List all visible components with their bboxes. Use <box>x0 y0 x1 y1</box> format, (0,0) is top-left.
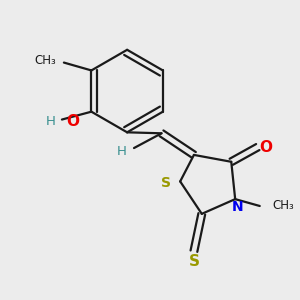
Text: O: O <box>259 140 272 154</box>
Text: H: H <box>116 146 126 158</box>
Text: S: S <box>161 176 171 190</box>
Text: CH₃: CH₃ <box>34 54 56 67</box>
Text: O: O <box>66 114 79 129</box>
Text: N: N <box>231 200 243 214</box>
Text: H: H <box>46 115 56 128</box>
Text: S: S <box>188 254 200 268</box>
Text: CH₃: CH₃ <box>272 200 294 212</box>
